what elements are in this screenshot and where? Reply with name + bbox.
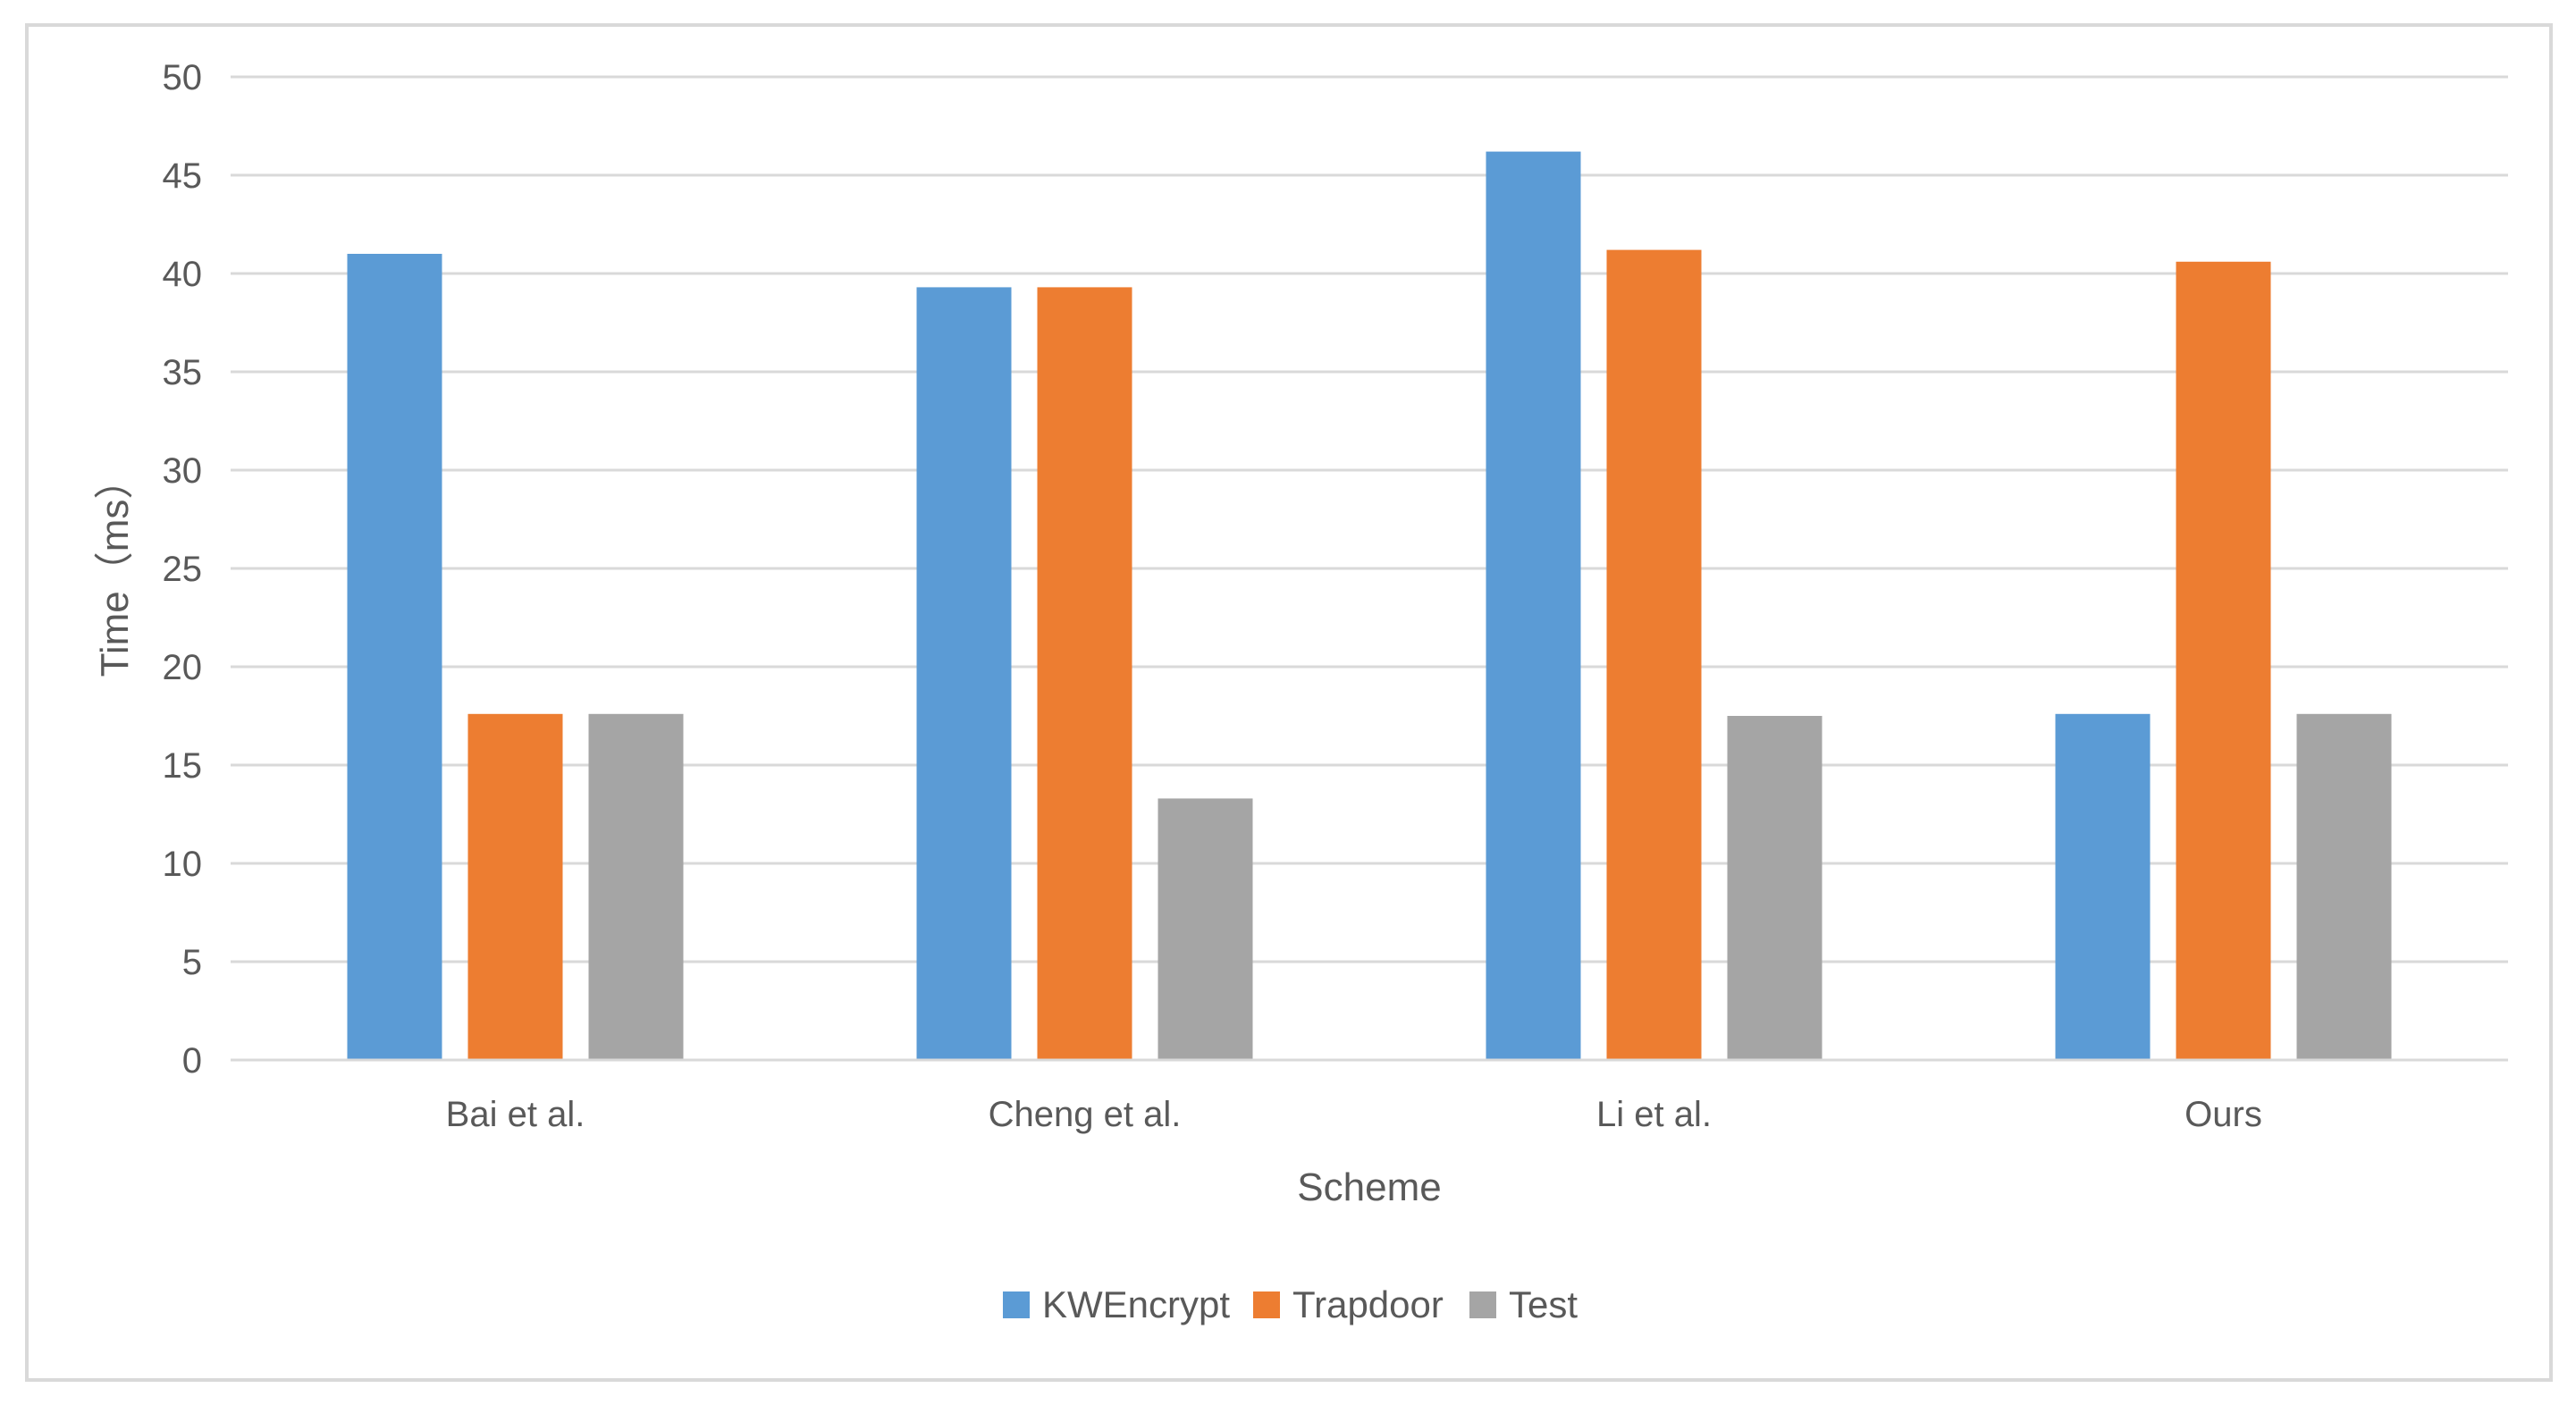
x-tick-label: Li et al. bbox=[1596, 1095, 1712, 1134]
bar-test-0 bbox=[588, 713, 684, 1060]
bar-kwencrypt-0 bbox=[347, 254, 442, 1060]
chart-frame bbox=[25, 23, 2553, 1382]
y-tick-label: 30 bbox=[163, 451, 203, 491]
legend-swatch-trapdoor bbox=[1253, 1291, 1280, 1318]
y-tick-label: 0 bbox=[182, 1041, 202, 1081]
bar-trapdoor-2 bbox=[1606, 249, 1702, 1061]
y-axis-tick-labels: 0 5 10 15 20 25 30 35 40 45 50 bbox=[163, 58, 203, 1081]
bars bbox=[347, 151, 2392, 1061]
x-tick-label: Ours bbox=[2185, 1095, 2262, 1134]
y-tick-label: 35 bbox=[163, 353, 203, 392]
bar-kwencrypt-3 bbox=[2055, 713, 2151, 1060]
legend-swatch-test bbox=[1469, 1291, 1496, 1318]
y-tick-label: 20 bbox=[163, 648, 203, 687]
bar-test-1 bbox=[1158, 798, 1253, 1060]
y-tick-label: 5 bbox=[182, 943, 202, 982]
legend: KWEncrypt Trapdoor Test bbox=[1003, 1283, 1578, 1325]
y-tick-label: 10 bbox=[163, 845, 203, 884]
y-tick-label: 25 bbox=[163, 550, 203, 589]
legend-label-trapdoor: Trapdoor bbox=[1292, 1283, 1444, 1325]
legend-label-kwencrypt: KWEncrypt bbox=[1042, 1283, 1230, 1325]
y-tick-label: 50 bbox=[163, 58, 203, 97]
bar-test-3 bbox=[2296, 713, 2392, 1060]
bar-test-2 bbox=[1727, 716, 1823, 1060]
y-tick-label: 15 bbox=[163, 746, 203, 786]
y-tick-label: 45 bbox=[163, 156, 203, 196]
legend-swatch-kwencrypt bbox=[1003, 1291, 1030, 1318]
x-tick-label: Cheng et al. bbox=[989, 1095, 1182, 1134]
legend-label-test: Test bbox=[1509, 1283, 1578, 1325]
bar-trapdoor-3 bbox=[2176, 261, 2271, 1060]
gridlines bbox=[231, 75, 2508, 963]
y-tick-label: 40 bbox=[163, 255, 203, 294]
bar-kwencrypt-1 bbox=[916, 287, 1012, 1060]
x-axis-tick-labels: Bai et al. Cheng et al. Li et al. Ours bbox=[446, 1095, 2262, 1134]
bar-trapdoor-0 bbox=[467, 713, 563, 1060]
y-axis-title: Time（ms） bbox=[93, 460, 137, 677]
x-axis-title: Scheme bbox=[1297, 1165, 1441, 1209]
bar-kwencrypt-2 bbox=[1486, 151, 1581, 1061]
x-tick-label: Bai et al. bbox=[446, 1095, 585, 1134]
bar-trapdoor-1 bbox=[1037, 287, 1132, 1060]
